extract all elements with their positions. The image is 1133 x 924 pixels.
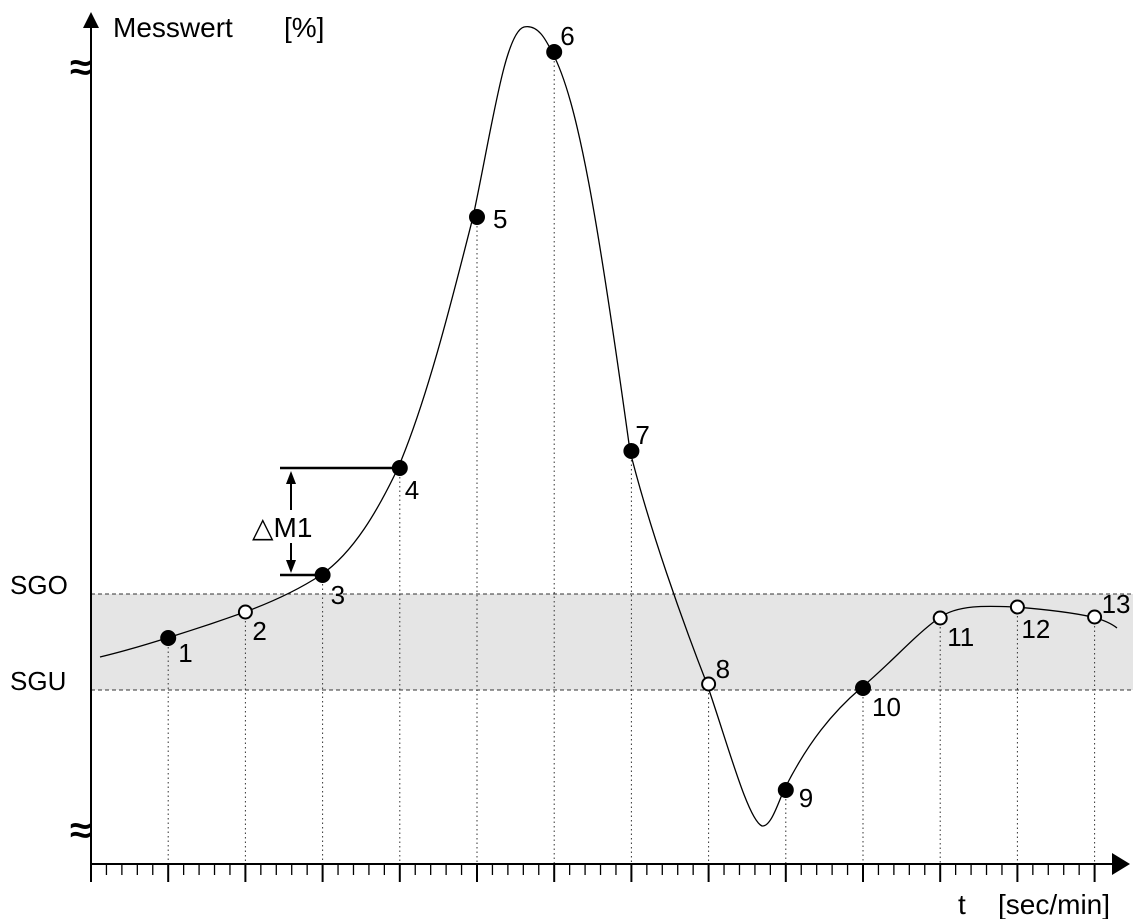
- point-label-1: 1: [178, 638, 192, 668]
- point-marker-1: [160, 630, 177, 646]
- point-marker-10: [855, 680, 871, 696]
- point-label-6: 6: [560, 21, 574, 51]
- point-label-8: 8: [716, 654, 730, 684]
- point-label-13: 13: [1102, 589, 1131, 619]
- x-axis-label: t: [958, 889, 966, 919]
- point-label-9: 9: [799, 783, 813, 813]
- delta-arrow-up-head: [286, 471, 296, 484]
- point-label-3: 3: [331, 580, 345, 610]
- y-axis-arrow: [83, 12, 99, 28]
- x-axis-arrow: [1112, 853, 1130, 875]
- drop-lines: [167, 52, 1096, 864]
- x-axis-ticks: [90, 864, 1096, 882]
- point-marker-11: [932, 610, 948, 626]
- y-axis-label: Messwert: [113, 12, 233, 43]
- point-label-2: 2: [252, 616, 266, 646]
- point-label-5: 5: [493, 204, 507, 234]
- point-marker-7: [623, 443, 640, 459]
- y-axis-break-bottom: ≈: [70, 810, 91, 852]
- sgo-label: SGO: [10, 570, 68, 600]
- point-marker-5: [469, 209, 485, 225]
- point-label-7: 7: [635, 420, 649, 450]
- point-label-10: 10: [872, 692, 901, 722]
- point-marker-6: [546, 44, 563, 60]
- y-axis-break-top: ≈: [70, 47, 91, 89]
- tolerance-band: [91, 594, 1133, 690]
- point-marker-3: [314, 567, 331, 583]
- point-marker-4: [391, 460, 408, 476]
- point-label-12: 12: [1021, 614, 1050, 644]
- point-marker-12: [1009, 599, 1025, 615]
- point-marker-8: [701, 676, 717, 692]
- measurement-curve: [99, 26, 1118, 827]
- point-marker-9: [777, 782, 794, 798]
- y-axis-unit: [%]: [284, 12, 324, 43]
- x-axis-unit: [sec/min]: [998, 889, 1110, 919]
- point-marker-13: [1087, 609, 1103, 625]
- delta-label: △M1: [252, 512, 312, 543]
- sgu-label: SGU: [10, 666, 66, 696]
- delta-arrow-down-head: [286, 560, 296, 573]
- data-points: [160, 44, 1103, 798]
- point-marker-2: [237, 604, 253, 620]
- point-label-11: 11: [947, 622, 974, 652]
- point-label-4: 4: [405, 475, 419, 505]
